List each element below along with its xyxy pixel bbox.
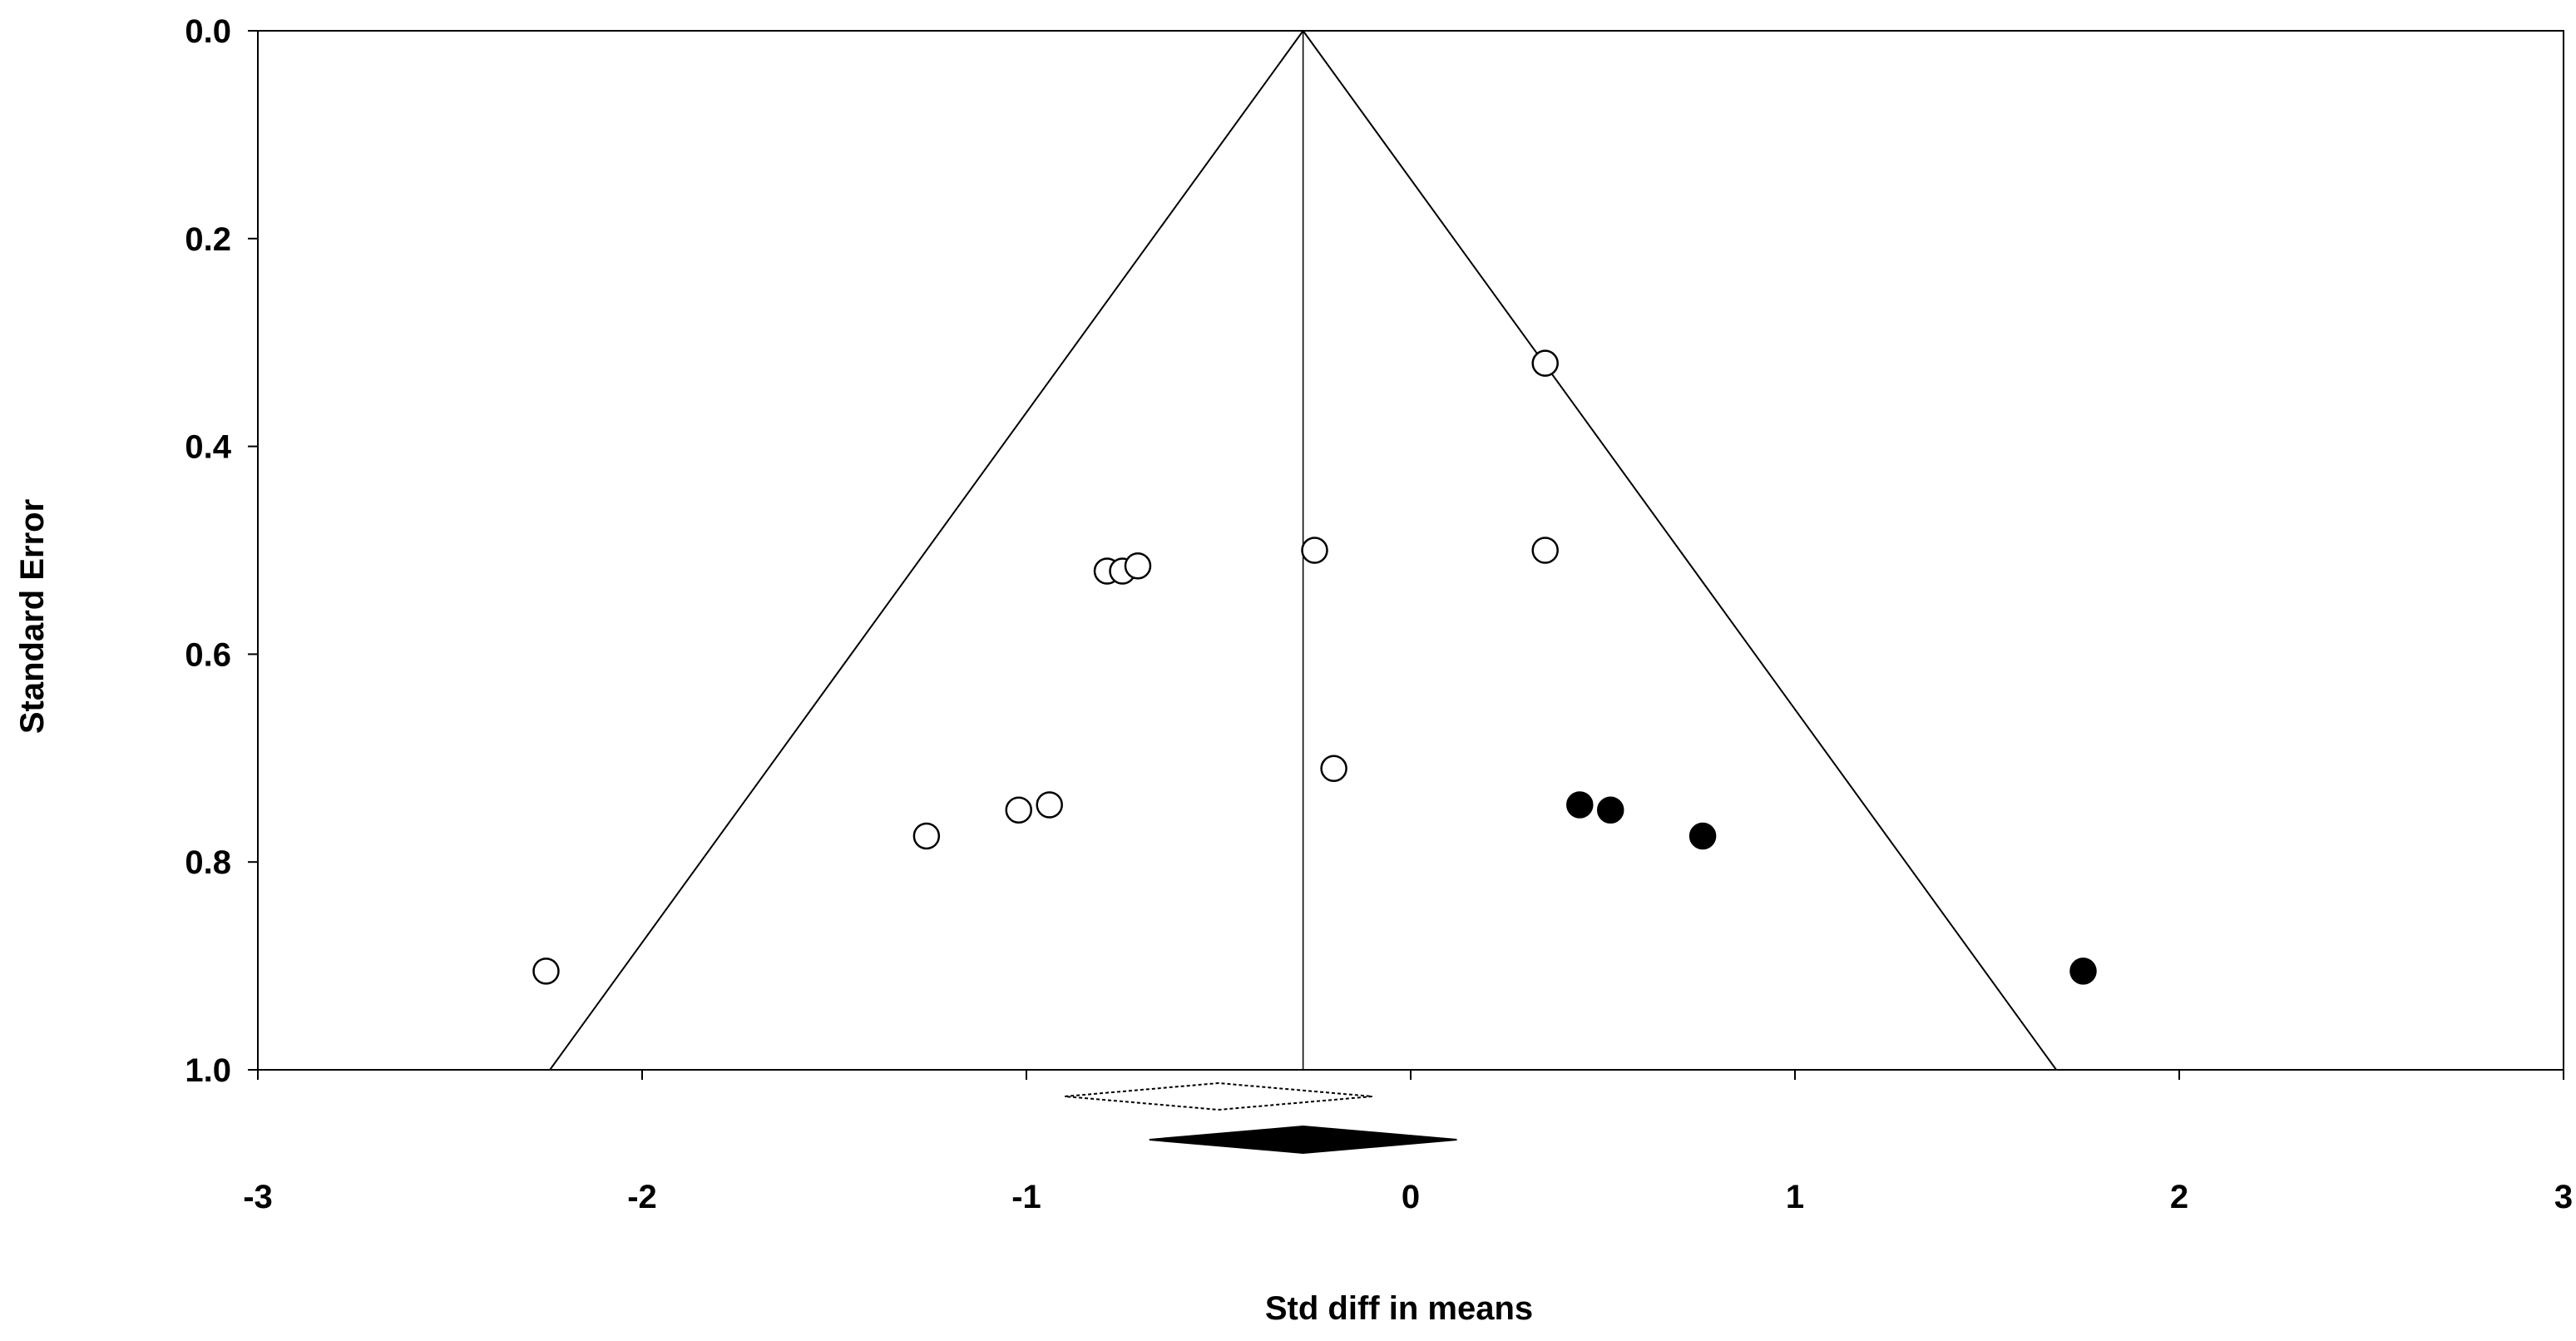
observed-study-point <box>1124 552 1152 580</box>
x-axis-title: Std diff in means <box>1265 1290 1533 1327</box>
x-tick-label: -3 <box>243 1179 273 1215</box>
observed-study-point <box>912 822 941 850</box>
x-tick-label: 0 <box>1402 1179 1420 1215</box>
x-tick-label: 3 <box>2554 1179 2573 1215</box>
x-axis: -3 -2 -1 0 1 2 3 <box>243 1070 2573 1215</box>
observed-study-point <box>1531 537 1559 564</box>
observed-study-point <box>1531 349 1559 377</box>
x-tick-label: -2 <box>627 1179 657 1215</box>
funnel-right-line <box>1302 30 2057 1071</box>
observed-study-point <box>1301 537 1328 564</box>
data-points <box>532 349 2097 985</box>
adjusted-summary-diamond <box>1149 1125 1457 1155</box>
observed-study-point <box>1320 755 1347 783</box>
imputed-study-point <box>1596 796 1624 824</box>
x-tick-label: 1 <box>1786 1179 1804 1215</box>
x-tick-label: -1 <box>1011 1179 1041 1215</box>
y-tick-label: 0.2 <box>185 221 231 258</box>
observed-study-point <box>1036 791 1063 819</box>
x-tick-label: 2 <box>2170 1179 2188 1215</box>
y-axis: 0.0 0.2 0.4 0.6 0.8 1.0 <box>185 13 258 1089</box>
imputed-study-point <box>1688 822 1717 850</box>
observed-study-point <box>532 958 560 985</box>
imputed-study-point <box>1566 791 1594 819</box>
y-tick-label: 0.6 <box>185 636 231 673</box>
y-tick-label: 1.0 <box>185 1052 231 1089</box>
imputed-study-point <box>2069 958 2097 985</box>
y-tick-label: 0.8 <box>185 844 231 881</box>
summary-diamonds <box>1065 1081 1457 1155</box>
observed-summary-diamond <box>1065 1081 1372 1111</box>
observed-study-point <box>1005 796 1033 824</box>
y-axis-title: Standard Error <box>14 499 51 734</box>
y-tick-label: 0.0 <box>185 13 231 50</box>
y-tick-label: 0.4 <box>185 429 231 466</box>
funnel-left-line <box>549 30 1304 1071</box>
